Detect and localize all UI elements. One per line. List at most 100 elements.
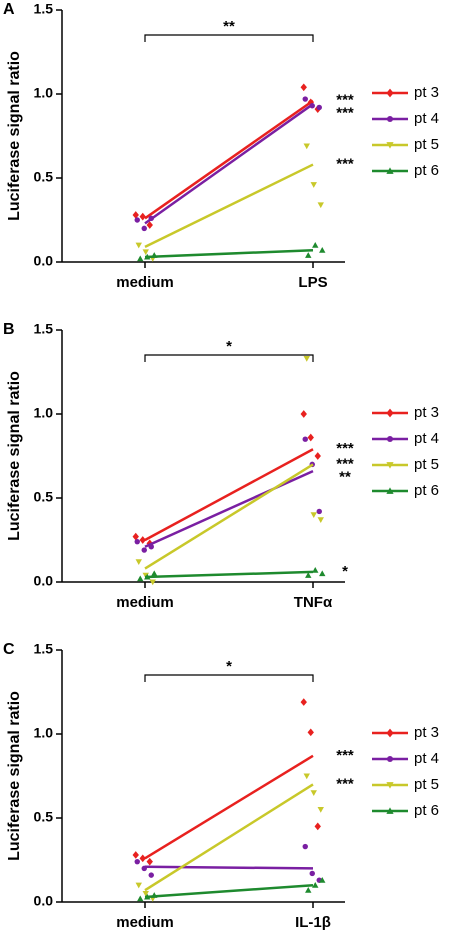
- series-significance: ***: [336, 747, 354, 764]
- marker: [316, 508, 322, 515]
- series-significance: ***: [336, 455, 354, 472]
- marker: [142, 891, 149, 897]
- marker: [317, 517, 324, 524]
- panel: C Luciferase signal ratio 0.0 0.5 1.0 1.5 medi…: [3, 641, 439, 931]
- marker: [386, 408, 394, 418]
- legend-label: pt 4: [414, 110, 439, 127]
- marker: [139, 536, 146, 544]
- significance-bracket: [144, 34, 314, 42]
- y-tick-label: 1.5: [34, 321, 54, 337]
- marker: [141, 547, 147, 553]
- significance-label: *: [226, 658, 232, 675]
- marker: [386, 782, 394, 789]
- legend-label: pt 5: [414, 456, 439, 473]
- series-significance: ***: [336, 775, 354, 792]
- marker: [305, 572, 312, 578]
- legend-label: pt 4: [414, 430, 439, 447]
- series-line: [144, 248, 314, 259]
- marker: [386, 115, 394, 123]
- legend-label: pt 5: [414, 776, 439, 793]
- marker: [305, 887, 312, 893]
- marker: [151, 892, 158, 898]
- marker: [386, 487, 394, 494]
- marker: [148, 544, 154, 550]
- legend-label: pt 5: [414, 136, 439, 153]
- y-tick-label: 0.5: [34, 809, 54, 825]
- marker: [137, 895, 144, 902]
- marker: [137, 255, 144, 262]
- significance-label: **: [223, 18, 235, 35]
- marker: [302, 96, 308, 102]
- marker: [310, 182, 317, 188]
- marker: [134, 538, 140, 545]
- series-line: [144, 163, 314, 249]
- marker: [151, 252, 158, 258]
- marker: [319, 247, 326, 253]
- legend-label: pt 6: [414, 802, 439, 819]
- y-axis-label: Luciferase signal ratio: [6, 371, 23, 541]
- marker: [144, 573, 151, 580]
- marker: [312, 882, 319, 888]
- marker: [142, 249, 149, 256]
- marker: [309, 103, 315, 109]
- marker: [317, 202, 324, 209]
- series-line: [144, 570, 314, 579]
- panel: A Luciferase signal ratio 0.0 0.5 1.0 1.5 medi…: [3, 1, 439, 291]
- y-axis-label: Luciferase signal ratio: [6, 51, 23, 221]
- marker: [135, 559, 142, 566]
- marker: [302, 843, 308, 850]
- marker: [312, 567, 319, 573]
- series-significance: ***: [336, 156, 354, 173]
- marker: [303, 773, 310, 780]
- marker: [386, 755, 394, 763]
- y-tick-label: 0.0: [34, 893, 54, 909]
- marker: [300, 698, 307, 706]
- marker: [303, 143, 310, 150]
- significance-bracket: [144, 674, 314, 682]
- x-tick-label: IL-1β: [295, 914, 331, 931]
- marker: [302, 436, 308, 442]
- y-axis-label: Luciferase signal ratio: [6, 691, 23, 861]
- series-significance: *: [342, 563, 348, 580]
- series-line: [144, 99, 314, 220]
- y-tick-label: 1.5: [34, 641, 54, 657]
- panel-label: B: [3, 321, 15, 338]
- marker: [386, 142, 394, 149]
- marker: [303, 356, 310, 362]
- marker: [146, 857, 153, 866]
- marker: [319, 876, 326, 883]
- series-line: [144, 469, 314, 548]
- series-line: [144, 463, 314, 570]
- y-tick-label: 1.0: [34, 405, 54, 421]
- series-line: [144, 783, 314, 892]
- series-line: [144, 865, 314, 870]
- y-tick-label: 0.0: [34, 573, 54, 589]
- significance-bracket: [144, 354, 314, 362]
- marker: [141, 225, 147, 232]
- legend-label: pt 3: [414, 404, 439, 421]
- marker: [316, 104, 322, 111]
- y-tick-label: 0.5: [34, 489, 54, 505]
- marker: [132, 851, 139, 859]
- marker: [144, 893, 151, 900]
- series-significance: ***: [336, 92, 354, 109]
- marker: [300, 410, 307, 418]
- series-line: [144, 883, 314, 899]
- significance-label: *: [226, 338, 232, 355]
- series-significance: **: [339, 468, 351, 485]
- marker: [314, 452, 321, 460]
- x-tick-label: medium: [116, 274, 174, 291]
- marker: [132, 532, 139, 541]
- marker: [317, 807, 324, 813]
- marker: [386, 88, 394, 98]
- marker: [135, 882, 142, 889]
- y-tick-label: 1.0: [34, 85, 54, 101]
- legend-label: pt 6: [414, 162, 439, 179]
- marker: [386, 435, 394, 443]
- x-tick-label: medium: [116, 594, 174, 611]
- marker: [319, 570, 326, 577]
- marker: [300, 83, 307, 92]
- marker: [134, 217, 140, 223]
- marker: [309, 870, 315, 877]
